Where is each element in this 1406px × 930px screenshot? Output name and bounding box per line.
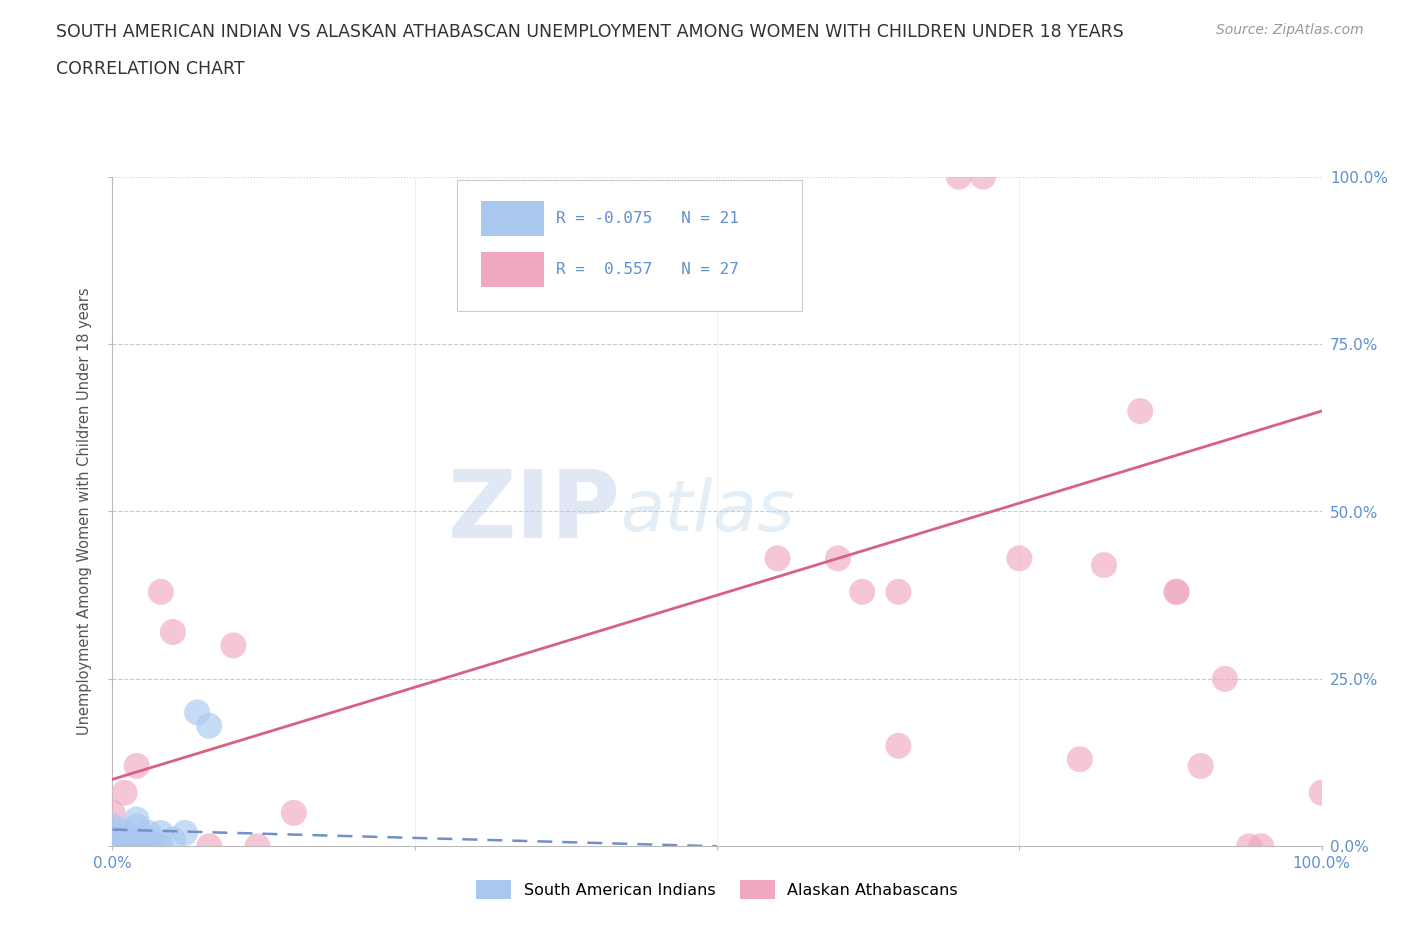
Point [198,718,221,733]
Point [1310,785,1333,800]
Point [186,705,208,720]
Point [149,584,172,599]
Text: Source: ZipAtlas.com: Source: ZipAtlas.com [1216,23,1364,37]
Point [125,818,148,833]
Text: ZIP: ZIP [447,466,620,557]
Point [222,638,245,653]
Point [827,551,849,565]
Point [1250,839,1272,854]
Point [766,551,789,565]
Y-axis label: Unemployment Among Women with Children Under 18 years: Unemployment Among Women with Children U… [77,287,91,736]
Point [887,584,910,599]
Point [1092,558,1115,573]
Point [138,832,160,847]
Point [1189,759,1212,774]
Point [101,839,124,854]
Point [162,832,184,847]
Point [125,759,148,774]
Point [101,818,124,833]
Point [149,826,172,841]
Point [972,169,994,184]
Point [138,826,160,841]
Point [114,832,136,847]
Point [101,805,124,820]
Point [1069,751,1091,766]
Point [1213,671,1236,686]
Point [283,805,305,820]
Point [1166,584,1188,599]
Point [114,826,136,841]
Point [114,785,136,800]
FancyBboxPatch shape [481,202,544,236]
FancyBboxPatch shape [457,180,801,311]
Point [1237,839,1260,854]
Point [125,812,148,827]
Point [138,839,160,854]
Text: atlas: atlas [620,477,794,546]
Point [101,839,124,854]
Point [1008,551,1031,565]
Point [162,625,184,640]
Point [887,738,910,753]
Point [246,839,269,854]
Point [198,839,221,854]
Point [114,839,136,854]
Point [851,584,873,599]
Legend: South American Indians, Alaskan Athabascans: South American Indians, Alaskan Athabasc… [470,874,965,905]
Point [1129,404,1152,418]
Point [101,832,124,847]
Point [125,832,148,847]
Point [174,826,197,841]
Text: SOUTH AMERICAN INDIAN VS ALASKAN ATHABASCAN UNEMPLOYMENT AMONG WOMEN WITH CHILDR: SOUTH AMERICAN INDIAN VS ALASKAN ATHABAS… [56,23,1123,41]
Text: R = -0.075   N = 21: R = -0.075 N = 21 [557,211,740,226]
Text: R =  0.557   N = 27: R = 0.557 N = 27 [557,262,740,277]
Point [101,826,124,841]
Point [149,839,172,854]
Point [948,169,970,184]
FancyBboxPatch shape [481,252,544,287]
Point [125,839,148,854]
Point [1166,584,1188,599]
Text: CORRELATION CHART: CORRELATION CHART [56,60,245,78]
